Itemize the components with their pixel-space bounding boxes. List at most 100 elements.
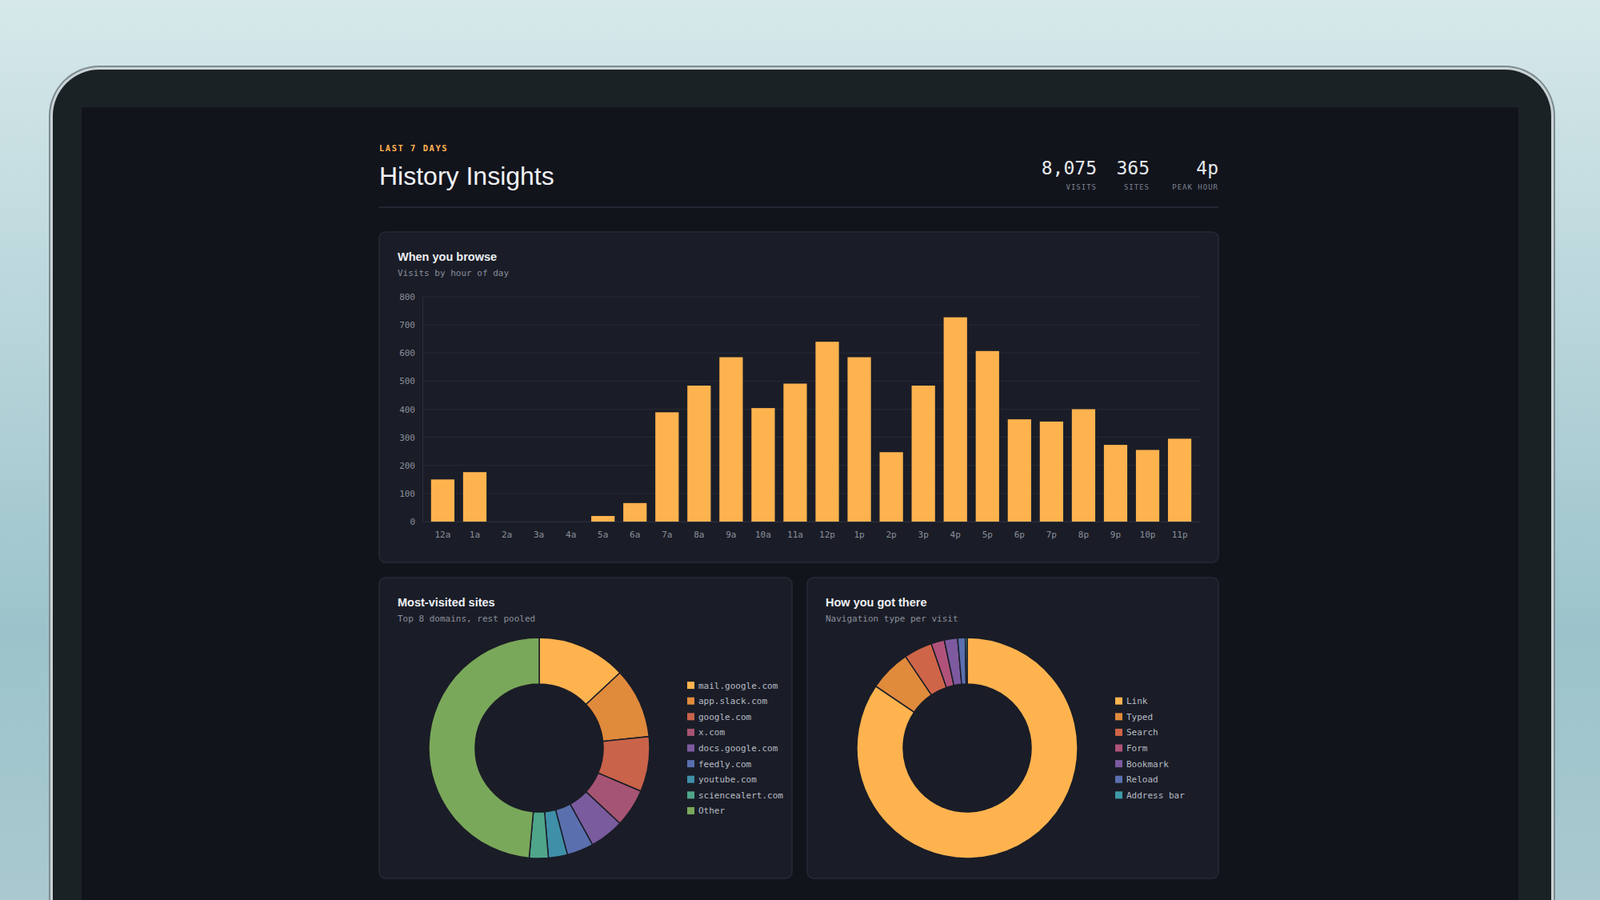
legend-label: x.com: [698, 727, 725, 738]
bar: [495, 521, 519, 523]
panel: Most-visited sites Top 8 domains, rest po…: [379, 577, 792, 879]
legend-label: Reload: [1126, 774, 1159, 785]
legend-label: youtube.com: [698, 774, 757, 785]
eyebrow: LAST 7 DAYS: [379, 143, 448, 153]
legend-item: Bookmark: [1115, 759, 1169, 770]
legend-item: Search: [1115, 727, 1159, 738]
legend-item: mail.google.com: [687, 680, 779, 692]
panel-subtitle: Navigation type per visit: [825, 613, 959, 624]
legend-label: mail.google.com: [698, 680, 779, 692]
x-tick: 10p: [1140, 521, 1156, 540]
x-tick-label: 10a: [755, 529, 772, 540]
y-tick: 800: [399, 292, 423, 303]
x-tick-label: 12a: [434, 529, 451, 540]
legend-item: Form: [1115, 743, 1148, 754]
bar: [1136, 449, 1160, 522]
legend-item: google.com: [687, 712, 752, 723]
legend-label: Address bar: [1126, 790, 1185, 801]
x-tick: 11a: [787, 521, 804, 540]
x-tick-label: 9p: [1110, 529, 1121, 540]
bar: [815, 341, 839, 522]
x-tick: 4p: [950, 521, 961, 540]
y-tick-label: 800: [399, 292, 416, 303]
y-tick-label: 100: [399, 488, 416, 500]
bar: [944, 317, 968, 522]
bar: [847, 357, 871, 522]
panel-background: [807, 577, 1219, 879]
divider: [379, 206, 1219, 208]
x-tick: 11p: [1172, 521, 1188, 540]
legend-label: Search: [1126, 727, 1159, 738]
legend-swatch: [687, 791, 695, 799]
legend-swatch: [1115, 760, 1123, 768]
legend-label: app.slack.com: [698, 696, 768, 707]
header: LAST 7 DAYSHistory Insights8,075VISITS36…: [379, 143, 1219, 208]
grid-line: [422, 296, 1200, 298]
x-tick: 7a: [661, 521, 672, 540]
bar: [559, 521, 583, 523]
legend-label: Typed: [1126, 712, 1153, 723]
y-tick: 700: [399, 320, 423, 331]
y-tick-label: 200: [399, 460, 416, 472]
panel-background: [379, 577, 792, 879]
y-tick: 0: [409, 516, 423, 528]
legend-swatch: [687, 744, 695, 752]
legend-swatch: [1115, 744, 1123, 752]
x-tick: 3p: [918, 521, 929, 540]
x-tick: 6p: [1014, 521, 1025, 540]
panel-background: [379, 232, 1219, 563]
legend-swatch: [1115, 712, 1123, 720]
x-tick-label: 11a: [787, 529, 804, 540]
panel-subtitle: Top 8 domains, rest pooled: [397, 613, 536, 624]
bars: [431, 317, 1192, 522]
bar: [719, 357, 743, 522]
panel-title: How you got there: [825, 596, 927, 609]
stat-value: 4p: [1196, 157, 1219, 179]
x-tick-label: 2p: [885, 529, 896, 540]
x-tick-label: 11p: [1172, 529, 1188, 540]
legend-swatch: [687, 776, 695, 784]
panel-title: Most-visited sites: [397, 596, 496, 609]
x-tick-label: 12p: [819, 529, 836, 540]
x-tick-label: 3a: [533, 529, 544, 540]
bar: [783, 384, 807, 522]
y-tick: 600: [399, 348, 423, 359]
legend-swatch: [1115, 791, 1123, 799]
bar: [623, 503, 647, 522]
x-tick: 7p: [1046, 521, 1057, 540]
x-tick-label: 6a: [629, 529, 640, 540]
bar: [463, 472, 487, 522]
legend-swatch: [1115, 776, 1123, 784]
stat-label: SITES: [1124, 183, 1150, 192]
legend-label: google.com: [698, 712, 752, 723]
x-axis: 12a1a2a3a4a5a6a7a8a9a10a11a12p1p2p3p4p5p…: [423, 521, 1201, 540]
bar: [751, 408, 775, 522]
legend-label: Other: [698, 805, 725, 816]
x-tick: 3a: [533, 521, 544, 540]
stat-label: PEAK HOUR: [1172, 183, 1219, 192]
legend-item: feedly.com: [687, 759, 752, 770]
y-tick-label: 0: [409, 516, 416, 528]
legend-item: sciencealert.com: [687, 790, 784, 801]
legend: LinkTypedSearchFormBookmarkReloadAddress…: [1115, 696, 1185, 801]
y-tick-label: 600: [399, 348, 416, 359]
slice: [586, 672, 650, 742]
x-tick-label: 3p: [918, 529, 929, 540]
slices: [428, 637, 650, 859]
panel: How you got there Navigation type per vis…: [807, 577, 1219, 879]
legend-label: Bookmark: [1126, 759, 1169, 770]
x-tick: 4a: [565, 521, 576, 540]
panel-title: When you browse: [397, 250, 497, 264]
stat-label: VISITS: [1065, 183, 1097, 192]
bar: [880, 452, 904, 522]
legend-swatch: [687, 760, 695, 768]
x-tick-label: 1p: [853, 529, 864, 540]
x-tick: 9p: [1110, 521, 1121, 540]
legend-swatch: [1115, 697, 1123, 705]
y-tick: 100: [399, 488, 423, 500]
x-tick: 9a: [725, 521, 736, 540]
y-tick: 300: [399, 432, 423, 444]
y-tick-label: 700: [399, 320, 416, 331]
y-tick-label: 400: [399, 404, 416, 416]
x-tick: 2p: [885, 521, 896, 540]
